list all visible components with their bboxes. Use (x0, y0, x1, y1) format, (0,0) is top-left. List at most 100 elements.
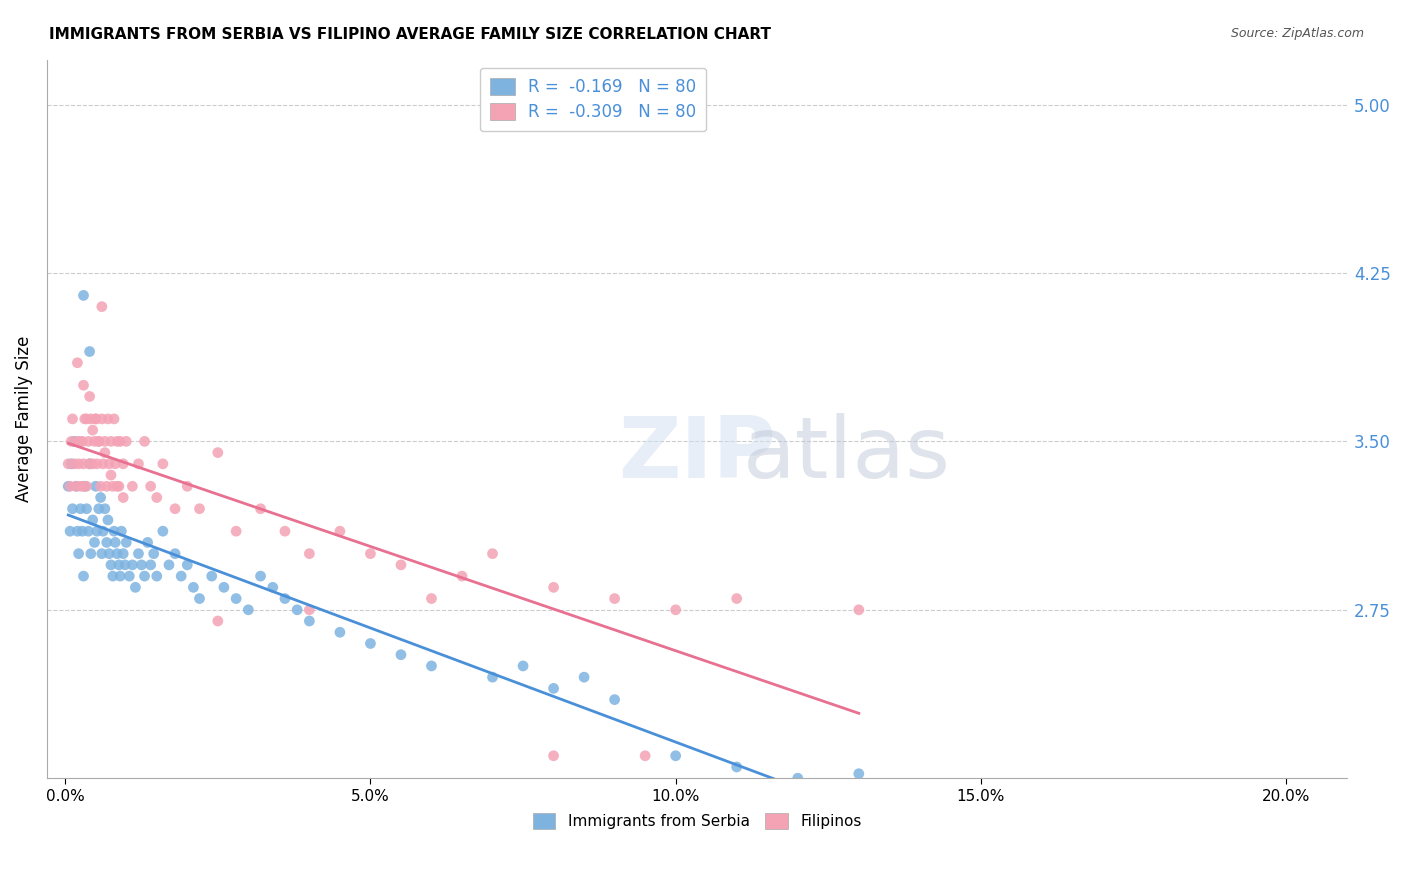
Point (94, 434, 117, 449)
Point (603, 692, 626, 706)
Point (76, 479, 98, 493)
Point (90, 547, 112, 561)
Point (108, 569, 131, 583)
Point (66, 434, 89, 449)
Point (62, 412, 84, 426)
Point (83, 434, 105, 449)
Point (165, 547, 187, 561)
Point (115, 434, 138, 449)
Point (136, 535, 159, 549)
Point (359, 547, 381, 561)
Point (481, 670, 503, 684)
Point (165, 501, 187, 516)
Point (298, 614, 321, 628)
Text: ZIP: ZIP (619, 413, 776, 496)
Point (96, 535, 118, 549)
Point (114, 558, 136, 572)
Point (201, 569, 224, 583)
Point (848, 766, 870, 780)
Point (79, 389, 101, 403)
Point (72, 434, 94, 449)
Point (274, 591, 297, 606)
Point (112, 457, 135, 471)
Point (108, 479, 131, 493)
Point (72, 288, 94, 302)
Point (72, 569, 94, 583)
Point (124, 580, 146, 594)
Point (69, 479, 91, 493)
Point (69, 501, 91, 516)
Point (359, 636, 381, 650)
Point (73, 479, 96, 493)
Point (80, 412, 103, 426)
Point (665, 748, 688, 763)
Point (65, 479, 87, 493)
Point (82, 423, 104, 437)
Point (298, 547, 321, 561)
Point (786, 771, 808, 785)
Point (58, 457, 80, 471)
Point (79, 344, 101, 359)
Point (103, 524, 125, 539)
Point (572, 670, 595, 684)
Point (725, 760, 748, 774)
Point (101, 569, 124, 583)
Point (481, 547, 503, 561)
Point (225, 524, 247, 539)
Point (152, 524, 174, 539)
Point (101, 479, 124, 493)
Point (97, 412, 120, 426)
Point (66, 524, 89, 539)
Point (249, 569, 271, 583)
Point (139, 479, 162, 493)
Point (62, 501, 84, 516)
Point (72, 479, 94, 493)
Point (69, 434, 91, 449)
Point (634, 748, 657, 763)
Point (100, 468, 122, 483)
Point (121, 558, 143, 572)
Point (60, 434, 83, 449)
Point (97, 513, 120, 527)
Point (298, 603, 321, 617)
Point (87, 501, 110, 516)
Point (225, 591, 247, 606)
Point (665, 603, 688, 617)
Point (108, 558, 131, 572)
Point (603, 591, 626, 606)
Point (115, 535, 138, 549)
Point (79, 457, 101, 471)
Point (512, 659, 534, 673)
Y-axis label: Average Family Size: Average Family Size (15, 335, 32, 502)
Point (176, 558, 198, 572)
Point (91, 524, 114, 539)
Point (100, 434, 122, 449)
Point (86, 524, 108, 539)
Point (87, 434, 110, 449)
Legend: Immigrants from Serbia, Filipinos: Immigrants from Serbia, Filipinos (526, 807, 868, 835)
Point (77, 524, 100, 539)
Point (96, 479, 118, 493)
Point (104, 535, 127, 549)
Point (188, 501, 211, 516)
Point (134, 569, 156, 583)
Text: IMMIGRANTS FROM SERBIA VS FILIPINO AVERAGE FAMILY SIZE CORRELATION CHART: IMMIGRANTS FROM SERBIA VS FILIPINO AVERA… (49, 27, 772, 42)
Point (80, 547, 103, 561)
Point (105, 434, 128, 449)
Text: Source: ZipAtlas.com: Source: ZipAtlas.com (1230, 27, 1364, 40)
Point (105, 547, 128, 561)
Point (139, 558, 162, 572)
Point (84, 479, 107, 493)
Point (67, 457, 90, 471)
Point (121, 479, 143, 493)
Point (98, 457, 121, 471)
Point (238, 603, 260, 617)
Point (90, 300, 112, 314)
Point (72, 524, 94, 539)
Point (84, 412, 107, 426)
Point (848, 603, 870, 617)
Point (104, 457, 127, 471)
Point (100, 558, 122, 572)
Point (105, 479, 128, 493)
Point (543, 580, 565, 594)
